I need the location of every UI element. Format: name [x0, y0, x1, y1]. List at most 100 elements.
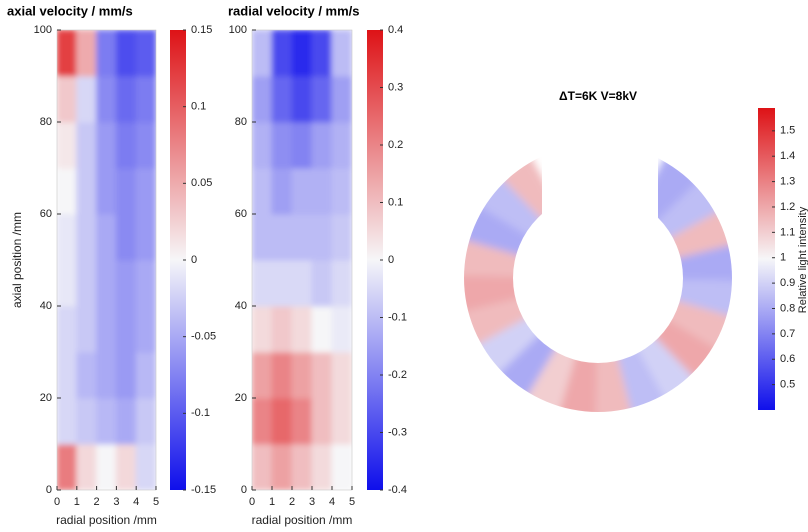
- colorbar-tick-label: 1.1: [780, 226, 795, 238]
- heatmap-cell: [291, 397, 313, 445]
- ring-sector: [664, 204, 732, 260]
- heatmap-cell: [271, 397, 293, 445]
- heatmap-cell: [271, 351, 293, 399]
- heatmap-cell: [331, 259, 352, 307]
- chart-title: ΔT=6K V=8kV: [559, 89, 637, 103]
- heatmap-cell: [57, 397, 78, 445]
- heatmap-cell: [57, 259, 78, 307]
- colorbar-tick-label: 0.4: [388, 24, 403, 36]
- colorbar-tick-label: 0.3: [388, 81, 403, 93]
- colorbar-tick-label: 0.8: [780, 302, 795, 314]
- heatmap-cell: [57, 305, 78, 353]
- heatmap-cell: [311, 259, 333, 307]
- heatmap-cell: [135, 443, 156, 490]
- colorbar: [367, 30, 383, 490]
- ring-annulus: [464, 153, 732, 412]
- ring-sector: [464, 275, 524, 318]
- heatmap-cell: [291, 443, 313, 490]
- heatmap-cell: [311, 121, 333, 169]
- heatmap-cell: [271, 443, 293, 490]
- colorbar-tick-label: -0.4: [388, 484, 407, 496]
- heatmap: [57, 30, 156, 490]
- heatmap-cell: [252, 167, 273, 215]
- heatmap-cell: [311, 397, 333, 445]
- heatmap-cell: [271, 75, 293, 123]
- heatmap-cell: [135, 213, 156, 261]
- heatmap-cell: [291, 213, 313, 261]
- heatmap-cell: [291, 167, 313, 215]
- colorbar-tick-label: 0: [191, 254, 197, 266]
- colorbar: [758, 108, 775, 410]
- ring-sector: [464, 296, 532, 352]
- y-tick-label: 40: [40, 300, 52, 312]
- heatmap-cell: [311, 30, 333, 77]
- heatmap-cell: [115, 305, 137, 353]
- heatmap-cell: [115, 30, 137, 77]
- y-tick-label: 60: [235, 208, 247, 220]
- heatmap-cell: [311, 167, 333, 215]
- heatmap-cell: [115, 351, 137, 399]
- ring-sector: [616, 344, 672, 412]
- colorbar-tick-label: -0.05: [191, 331, 216, 343]
- plot-frame: [56, 29, 157, 491]
- colorbar-tick-label: -0.3: [388, 426, 407, 438]
- heatmap-cell: [76, 75, 98, 123]
- heatmap-cell: [271, 30, 293, 77]
- heatmap-cell: [115, 213, 137, 261]
- heatmap-cell: [252, 121, 273, 169]
- heatmap-cell: [331, 167, 352, 215]
- chart-title: radial velocity / mm/s: [228, 3, 360, 18]
- heatmap-cell: [331, 121, 352, 169]
- heatmap-cell: [311, 305, 333, 353]
- y-tick-label: 0: [241, 484, 247, 496]
- heatmap-cell: [76, 30, 98, 77]
- x-tick-label: 2: [289, 496, 295, 508]
- heatmap-cell: [57, 121, 78, 169]
- colorbar-tick-label: 0: [388, 254, 394, 266]
- colorbar-tick-label: -0.15: [191, 484, 216, 496]
- x-tick-label: 0: [54, 496, 60, 508]
- x-tick-label: 1: [269, 496, 275, 508]
- heatmap-cell: [135, 121, 156, 169]
- heatmap-cell: [76, 351, 98, 399]
- colorbar-tick-label: -0.1: [191, 407, 210, 419]
- colorbar-tick-label: 0.2: [388, 139, 403, 151]
- heatmap-cell: [271, 167, 293, 215]
- heatmap-cell: [331, 443, 352, 490]
- heatmap-cell: [76, 305, 98, 353]
- ring-sector: [672, 275, 732, 318]
- heatmap-cell: [115, 443, 137, 490]
- heatmap-cell: [311, 443, 333, 490]
- x-tick-label: 2: [94, 496, 100, 508]
- x-tick-label: 3: [113, 496, 119, 508]
- y-tick-label: 80: [40, 116, 52, 128]
- heatmap-cell: [96, 75, 117, 123]
- heatmap-cell: [331, 305, 352, 353]
- x-tick-label: 5: [153, 496, 159, 508]
- ring-sectors: [464, 153, 732, 412]
- y-tick-label: 0: [46, 484, 52, 496]
- heatmap-cell: [96, 351, 117, 399]
- heatmap-cell: [115, 259, 137, 307]
- heatmap-cell: [331, 397, 352, 445]
- heatmap-cell: [252, 30, 273, 77]
- colorbar-tick-label: 0.1: [388, 196, 403, 208]
- colorbar-tick-label: -0.1: [388, 311, 407, 323]
- colorbar-tick-label: 1.5: [780, 125, 795, 137]
- heatmap-cell: [135, 351, 156, 399]
- y-tick-label: 20: [40, 392, 52, 404]
- heatmap-cell: [291, 75, 313, 123]
- colorbar-tick-label: 0.7: [780, 328, 795, 340]
- heatmap-cell: [57, 351, 78, 399]
- heatmap-cell: [331, 351, 352, 399]
- heatmap-cell: [271, 259, 293, 307]
- colorbar-tick-label: 1.2: [780, 201, 795, 213]
- heatmap-cell: [96, 167, 117, 215]
- colorbar-tick-label: 1.3: [780, 176, 795, 188]
- heatmap-cell: [76, 259, 98, 307]
- x-axis-label: radial position /mm: [252, 513, 353, 527]
- heatmap-cell: [135, 167, 156, 215]
- ring: [464, 153, 732, 412]
- heatmap-cell: [311, 75, 333, 123]
